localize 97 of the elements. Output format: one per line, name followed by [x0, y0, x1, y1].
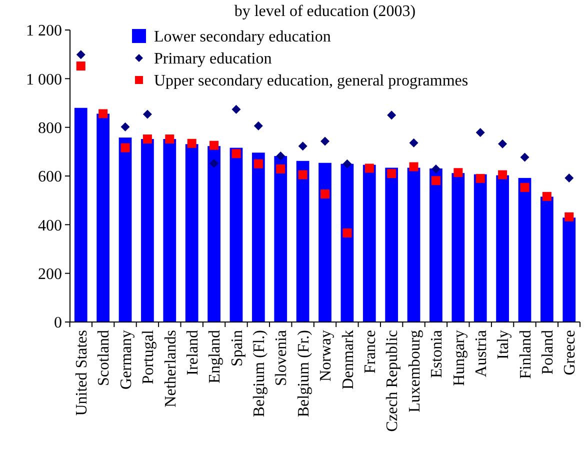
- point: [165, 134, 174, 144]
- point: [409, 162, 418, 172]
- bar: [407, 168, 420, 322]
- x-tick-label: England: [206, 330, 224, 384]
- y-tick-label: 0: [54, 314, 62, 332]
- point: [409, 138, 418, 148]
- x-tick-label: Finland: [517, 330, 534, 379]
- point: [342, 159, 352, 168]
- x-tick-label: Scotland: [96, 330, 113, 386]
- bar: [540, 196, 554, 322]
- point: [98, 109, 108, 118]
- x-tick-label: Austria: [472, 330, 490, 378]
- y-tick-label: 1 200: [26, 22, 62, 40]
- point: [342, 228, 352, 238]
- x-tick-label: Czech Republic: [384, 330, 402, 432]
- x-tick-label: Belgium (Fl.): [251, 330, 268, 418]
- bar: [74, 108, 88, 322]
- point: [120, 122, 130, 132]
- bar: [96, 114, 110, 322]
- point: [187, 138, 196, 148]
- bar: [385, 168, 398, 322]
- x-tick-label: Netherlands: [162, 330, 180, 408]
- bar: [274, 156, 288, 322]
- point: [431, 164, 440, 174]
- point: [520, 182, 530, 192]
- bar: [452, 173, 465, 322]
- bar: [185, 144, 198, 322]
- x-tick-label: Estonia: [428, 330, 446, 378]
- point: [210, 140, 219, 150]
- y-tick-label: 1 000: [26, 71, 62, 88]
- point: [498, 170, 508, 180]
- point: [76, 50, 86, 60]
- y-tick-label: 600: [38, 168, 62, 186]
- x-tick-label: Portugal: [140, 329, 158, 384]
- point: [298, 142, 308, 151]
- point: [320, 190, 330, 199]
- bar: [296, 160, 310, 322]
- x-tick-label: Ireland: [184, 330, 202, 376]
- x-tick-label: Hungary: [450, 330, 468, 386]
- point: [520, 152, 530, 162]
- point: [276, 164, 286, 174]
- point: [387, 169, 396, 178]
- bar: [252, 152, 265, 322]
- x-tick-label: Spain: [228, 330, 246, 366]
- y-tick-label: 800: [38, 120, 62, 137]
- x-tick-label: Poland: [540, 330, 557, 374]
- bar: [141, 139, 154, 322]
- point: [476, 128, 485, 137]
- point: [364, 164, 374, 173]
- point: [276, 152, 286, 161]
- bar: [474, 174, 487, 322]
- point: [320, 136, 330, 146]
- point: [254, 121, 263, 130]
- x-tick-label: Luxembourg: [406, 330, 424, 412]
- point: [232, 104, 241, 114]
- bar: [208, 146, 220, 322]
- bar: [496, 175, 509, 322]
- bar: [430, 168, 442, 322]
- point: [298, 170, 308, 180]
- point: [564, 173, 574, 182]
- point: [498, 139, 508, 148]
- x-tick-label: United States: [73, 330, 90, 416]
- bar: [318, 162, 332, 322]
- legend-label: Primary education: [154, 50, 272, 68]
- x-tick-label: Germany: [118, 330, 135, 390]
- point: [454, 168, 463, 178]
- x-tick-label: Belgium (Fr.): [295, 330, 312, 418]
- bar: [118, 138, 132, 322]
- x-tick-label: Italy: [495, 330, 512, 360]
- bar: [340, 164, 354, 322]
- bar: [230, 148, 243, 322]
- legend-label: Upper secondary education, general programmes: [154, 72, 468, 90]
- legend-label: Lower secondary education: [154, 28, 331, 46]
- y-tick-label: 200: [38, 266, 62, 283]
- bar: [362, 164, 376, 322]
- bar: [163, 139, 176, 322]
- x-tick-label: Greece: [562, 330, 579, 376]
- point: [387, 110, 396, 120]
- y-tick-label: 400: [38, 217, 62, 234]
- bar: [518, 178, 532, 322]
- point: [431, 176, 440, 186]
- point: [120, 143, 130, 152]
- point: [254, 159, 263, 168]
- point: [76, 62, 86, 71]
- point: [232, 149, 241, 158]
- x-tick-label: Norway: [318, 330, 335, 382]
- point: [210, 158, 219, 168]
- x-tick-label: Denmark: [340, 330, 357, 390]
- point: [476, 174, 485, 183]
- point: [142, 134, 152, 144]
- x-tick-label: Slovenia: [273, 330, 290, 386]
- chart-title: by level of education (2003): [234, 3, 416, 20]
- bar: [562, 218, 576, 322]
- x-tick-label: France: [362, 330, 379, 374]
- point: [142, 110, 152, 119]
- point: [564, 212, 574, 222]
- point: [542, 192, 552, 201]
